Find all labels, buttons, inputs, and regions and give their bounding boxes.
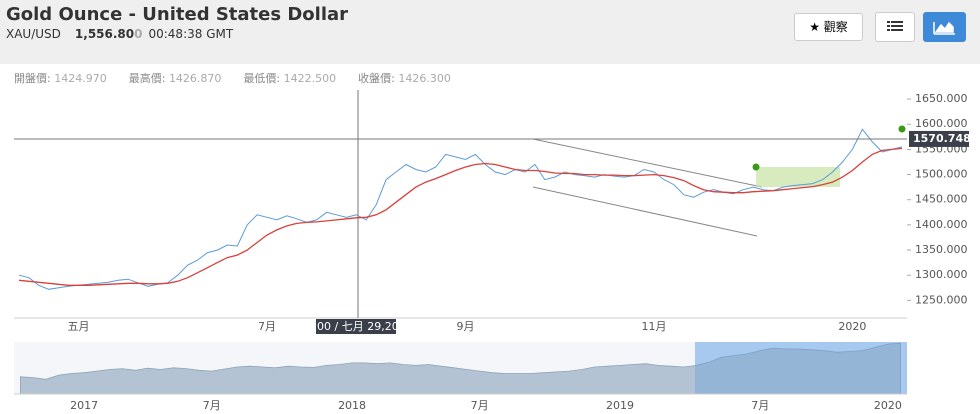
ohlc-label: 開盤價: (14, 72, 51, 85)
price-line (18, 128, 903, 290)
marker (752, 163, 760, 171)
ohlc-label: 最低價: (243, 72, 281, 85)
x-tick-label: 2020 (838, 320, 866, 333)
x-tick-label: 2018 (338, 399, 366, 412)
date-flag (316, 319, 396, 334)
y-tick-label: 1400.000 (915, 218, 968, 231)
x-tick-label: 五月 (67, 320, 89, 333)
ohlc-item: 最高價: 1426.870 (129, 72, 222, 85)
y-tick-label: 1350.000 (915, 243, 968, 256)
ohlc-item: 開盤價: 1424.970 (14, 72, 107, 85)
navigator-shade (695, 342, 907, 394)
price-line (18, 147, 903, 286)
list-icon (887, 21, 903, 31)
marker (898, 125, 906, 133)
x-tick-label: 9月 (456, 320, 474, 333)
x-tick-label: 2020 (874, 399, 902, 412)
ohlc-value: 1424.970 (54, 72, 107, 85)
x-tick-label: 7月 (751, 399, 769, 412)
list-button[interactable] (875, 12, 915, 42)
trend-line (532, 186, 758, 237)
x-tick-label: 7月 (471, 399, 489, 412)
y-tick-label: 1300.000 (915, 268, 968, 281)
symbol: XAU/USD (6, 27, 61, 41)
crosshair-price: 1570.748 (913, 132, 971, 145)
chart-button[interactable] (923, 12, 966, 42)
chart-icon (933, 21, 955, 35)
time: 00:48:38 GMT (148, 27, 234, 41)
zone (756, 167, 840, 187)
price-faded: 0 (134, 27, 143, 41)
header: Gold Ounce - United States Dollar XAU/US… (0, 0, 980, 64)
watch-label: 觀察 (823, 20, 848, 34)
y-tick-label: 1250.000 (915, 293, 968, 306)
watch-button[interactable]: ★ 觀察 (794, 13, 863, 41)
x-tick-label: 2019 (606, 399, 634, 412)
ohlc-value: 1426.870 (168, 72, 222, 85)
title: Gold Ounce - United States Dollar (6, 4, 349, 25)
price-flag (909, 130, 969, 147)
ohlc-item: 最低價: 1422.500 (243, 72, 336, 85)
y-tick-label: 1600.000 (915, 117, 968, 130)
trend-line (532, 138, 763, 188)
navigator-area (20, 342, 901, 395)
ohlc-item: 收盤價: 1426.300 (358, 72, 451, 85)
x-tick-label: 11月 (641, 320, 666, 333)
ohlc: 開盤價: 1424.970 最高價: 1426.870 最低價: 1422.500 收… (14, 70, 473, 86)
y-tick-label: 1650.000 (915, 92, 968, 105)
ohlc-value: 1426.300 (398, 72, 451, 85)
y-tick-label: 1500.000 (915, 168, 968, 181)
y-tick-label: 1450.000 (915, 193, 968, 206)
ohlc-value: 1422.500 (283, 72, 337, 85)
crosshair-date: :00 / 七月 29,20 (313, 320, 398, 333)
price: 1,556.80 (74, 27, 135, 41)
ohlc-label: 收盤價: (358, 72, 395, 85)
quote: XAU/USD 1,556.800 00:48:38 GMT (6, 27, 233, 41)
x-tick-label: 7月 (258, 320, 276, 333)
x-tick-label: 2017 (70, 399, 98, 412)
x-tick-label: 7月 (203, 399, 221, 412)
ohlc-label: 最高價: (128, 72, 166, 85)
